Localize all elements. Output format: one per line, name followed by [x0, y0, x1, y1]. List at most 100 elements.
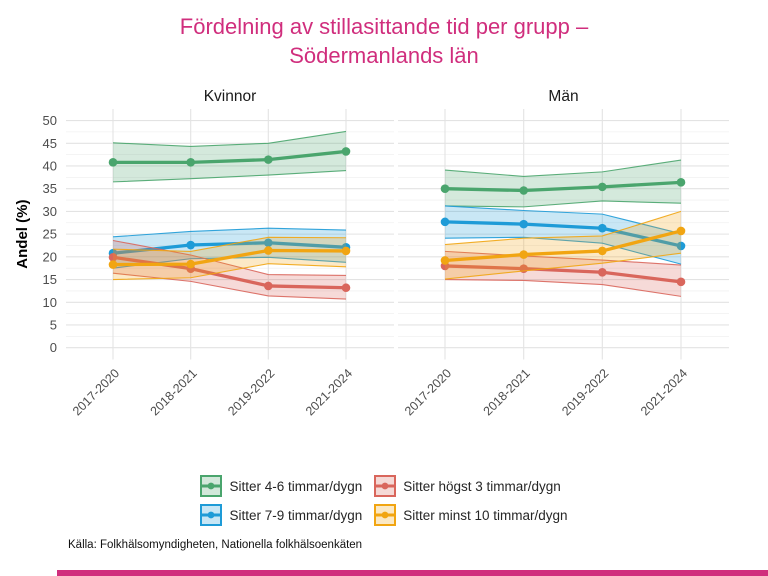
data-point [598, 223, 607, 233]
legend-key-icon [374, 475, 397, 497]
data-point [440, 184, 450, 193]
legend-label: Sitter 7-9 timmar/dygn [229, 507, 363, 523]
y-tick-label: 30 [43, 204, 57, 219]
y-tick-label: 40 [43, 158, 57, 173]
facet-label: Män [548, 88, 578, 105]
legend-key-icon [374, 504, 397, 526]
data-point [341, 283, 351, 293]
series-band-lower-edge [112, 169, 347, 183]
data-point [440, 217, 450, 227]
series-band-upper-edge [112, 130, 347, 147]
x-tick-label: 2019-2022 [225, 366, 277, 418]
data-point [186, 158, 195, 167]
data-point [108, 252, 118, 262]
legend-key-icon [200, 475, 223, 497]
legend-item: Sitter högst 3 timmar/dygn [374, 475, 567, 497]
legend-item: Sitter 4-6 timmar/dygn [200, 475, 362, 497]
legend-label: Sitter 4-6 timmar/dygn [229, 478, 363, 494]
x-tick-label: 2017-2020 [70, 366, 122, 418]
y-axis-title: Andel (%) [14, 200, 31, 269]
data-point [341, 147, 351, 156]
y-tick-label: 0 [50, 340, 57, 355]
chart-title-line2: Södermanlands län [289, 43, 479, 68]
series-band-upper-edge [112, 236, 347, 252]
y-tick-label: 20 [43, 249, 57, 264]
data-point [341, 246, 351, 256]
x-tick-label: 2018-2021 [148, 366, 200, 418]
series-band [445, 205, 681, 265]
series-band [445, 251, 681, 297]
x-tick-label: 2019-2022 [559, 366, 611, 418]
data-point [519, 186, 528, 195]
data-point [186, 240, 195, 250]
legend-grid: Sitter 4-6 timmar/dygn Sitter högst 3 ti… [200, 475, 568, 526]
data-point [676, 226, 686, 236]
series-band-upper-edge [112, 239, 347, 277]
series-line [111, 248, 348, 267]
data-point [264, 281, 273, 291]
legend-key-swatch [200, 504, 223, 526]
y-tick-label: 25 [43, 227, 57, 242]
chart-title-line1: Fördelning av stillasittande tid per gru… [179, 14, 589, 39]
data-point [519, 250, 528, 259]
data-point [108, 260, 118, 269]
series-band-lower-edge [444, 279, 682, 297]
x-tick-label: 2017-2020 [402, 366, 454, 418]
y-tick-label: 5 [50, 317, 57, 332]
series-band [445, 211, 681, 280]
data-point [440, 256, 450, 265]
data-point [264, 246, 273, 255]
chart-title: Fördelning av stillasittande tid per gru… [0, 12, 768, 70]
data-point [108, 158, 118, 167]
x-tick-label: 2021-2024 [638, 366, 690, 418]
x-tick-label: 2018-2021 [481, 366, 533, 418]
series-line [443, 264, 683, 284]
series-line [111, 149, 348, 164]
y-tick-label: 45 [43, 136, 57, 151]
bottom-accent-bar [57, 570, 768, 576]
data-point [264, 238, 273, 248]
data-point [598, 246, 607, 256]
data-point [676, 178, 686, 187]
legend-item: Sitter minst 10 timmar/dygn [374, 504, 568, 526]
data-point [598, 182, 607, 192]
data-point [186, 259, 195, 269]
series-line [443, 220, 683, 248]
series-line [443, 180, 683, 193]
legend-key-swatch [200, 475, 223, 497]
series-band-upper-edge [444, 159, 682, 177]
legend-key-swatch [374, 475, 397, 497]
chart-svg: 0 5 10 15 20 25 30 35 40 45 50 Andel (%) Kvinnor 2017… [14, 88, 729, 418]
y-tick-label: 35 [43, 181, 57, 196]
y-tick-label: 50 [43, 113, 57, 128]
series-band [113, 131, 346, 182]
data-point [598, 267, 607, 277]
series-band-lower-edge [444, 236, 682, 265]
data-point [676, 241, 686, 251]
y-tick-label: 15 [43, 272, 57, 287]
series-band [445, 160, 681, 207]
legend-label: Sitter minst 10 timmar/dygn [403, 507, 568, 523]
series-band-upper-edge [444, 210, 682, 246]
series-band-lower-edge [112, 272, 347, 300]
legend: Sitter 4-6 timmar/dygn Sitter högst 3 ti… [0, 475, 768, 526]
series-band [113, 240, 346, 300]
series-band-upper-edge [112, 227, 347, 238]
y-tick-label: 10 [43, 295, 57, 310]
legend-label: Sitter högst 3 timmar/dygn [403, 478, 561, 494]
legend-key-swatch [374, 504, 397, 526]
series-band-lower-edge [444, 252, 682, 280]
legend-key-icon [200, 504, 223, 526]
source-note: Källa: Folkhälsomyndigheten, Nationella … [68, 539, 363, 551]
series-band-upper-edge [444, 250, 682, 266]
x-tick-label: 2021-2024 [303, 366, 355, 418]
data-point [264, 155, 273, 164]
data-point [519, 219, 528, 229]
series-band-lower-edge [112, 263, 347, 281]
series-band-lower-edge [444, 200, 682, 208]
facet-label: Kvinnor [204, 88, 257, 105]
data-point [676, 277, 686, 287]
legend-item: Sitter 7-9 timmar/dygn [200, 504, 362, 526]
series-line [443, 229, 683, 263]
